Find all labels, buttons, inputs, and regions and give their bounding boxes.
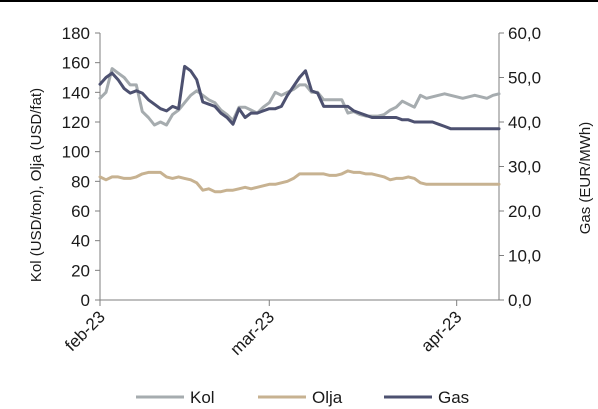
left-axis-tick-label: 80 — [71, 172, 90, 191]
left-axis-tick-label: 180 — [62, 24, 90, 43]
x-axis-tick-label: feb-23 — [61, 307, 109, 355]
left-axis-title: Kol (USD/ton), Olja (USD/fat) — [28, 88, 45, 282]
left-axis-tick-label: 0 — [81, 291, 90, 310]
right-axis-tick-label: 30,0 — [508, 158, 541, 177]
left-axis-tick-label: 140 — [62, 83, 90, 102]
x-axis-tick-label: mar-23 — [227, 307, 279, 359]
top-rule — [0, 0, 598, 2]
left-axis-tick-label: 40 — [71, 232, 90, 251]
legend-label-olja: Olja — [312, 388, 343, 407]
right-axis-tick-label: 10,0 — [508, 247, 541, 266]
left-axis-tick-label: 20 — [71, 261, 90, 280]
x-axis: feb-23 mar-23 apr-23 — [61, 299, 499, 359]
left-axis: 0 20 40 60 80 100 120 140 160 180 — [62, 24, 101, 310]
legend: Kol Olja Gas — [136, 388, 469, 407]
left-axis-tick-label: 120 — [62, 113, 90, 132]
x-axis-tick-label: apr-23 — [417, 307, 465, 355]
series-line-olja — [98, 169, 501, 194]
legend-label-kol: Kol — [190, 388, 215, 407]
legend-label-gas: Gas — [438, 388, 469, 407]
right-axis-tick-label: 40,0 — [508, 113, 541, 132]
right-axis-tick-label: 50,0 — [508, 69, 541, 88]
series-layer — [98, 64, 501, 194]
left-axis-tick-label: 100 — [62, 143, 90, 162]
series-line-gas — [98, 64, 501, 131]
left-axis-tick-label: 160 — [62, 54, 90, 73]
right-axis-tick-label: 20,0 — [508, 202, 541, 221]
right-axis-tick-label: 60,0 — [508, 24, 541, 43]
right-axis: 0,0 10,0 20,0 30,0 40,0 50,0 60,0 — [498, 24, 541, 310]
series-line-kol — [98, 67, 501, 127]
right-axis-tick-label: 0,0 — [508, 291, 532, 310]
left-axis-tick-label: 60 — [71, 202, 90, 221]
right-axis-title: Gas (EUR/MWh) — [577, 122, 594, 235]
